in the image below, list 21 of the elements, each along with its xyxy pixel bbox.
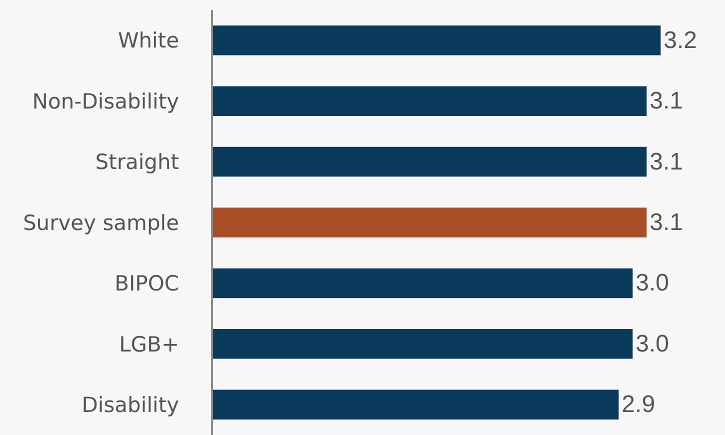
data-label: 3.1: [650, 88, 684, 115]
y-tick-label: Disability: [82, 392, 180, 417]
y-tick-label: Straight: [95, 150, 180, 174]
data-label: 2.9: [622, 391, 656, 418]
bar: [213, 329, 633, 359]
bar: [213, 86, 647, 116]
bar: [213, 208, 647, 238]
y-tick-label: Non-Disability: [32, 89, 180, 114]
bar: [213, 25, 661, 56]
y-tick-label: White: [118, 28, 180, 53]
data-label: 3.2: [664, 26, 698, 54]
data-label: 3.1: [650, 148, 684, 176]
data-label: 3.0: [636, 270, 670, 297]
data-label: 3.1: [650, 209, 684, 236]
bar: [213, 390, 619, 420]
y-tick-label: BIPOC: [114, 272, 180, 296]
data-label: 3.0: [636, 330, 670, 358]
bar: [213, 268, 633, 298]
y-tick-label: LGB+: [119, 332, 180, 356]
bar: [213, 146, 647, 177]
y-tick-label: Survey sample: [22, 210, 180, 235]
